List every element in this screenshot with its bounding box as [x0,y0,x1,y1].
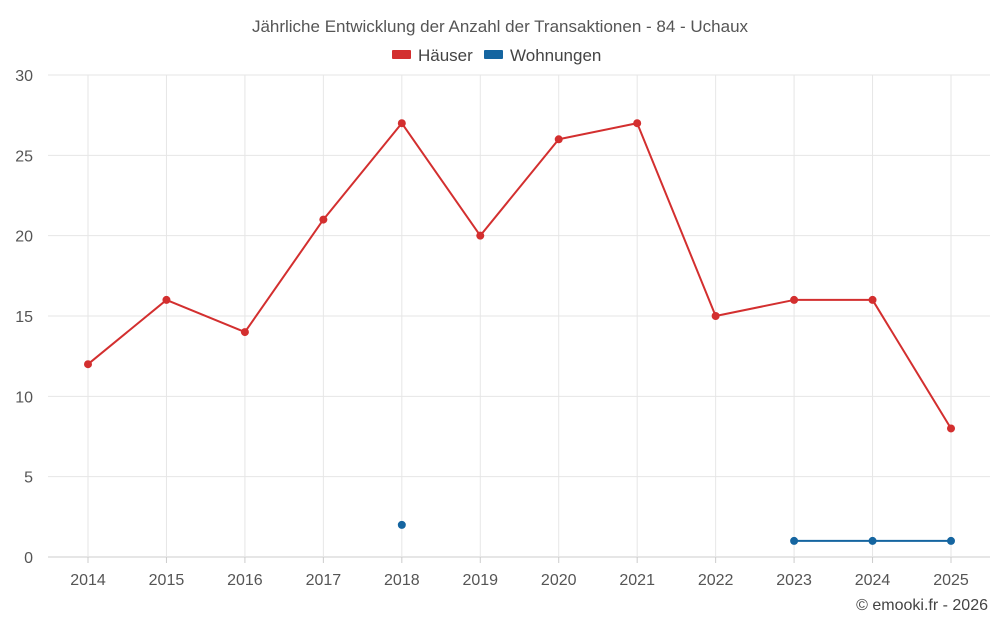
legend-label-hauser[interactable]: Häuser [418,46,473,65]
x-tick-label: 2024 [855,572,891,589]
data-point-wohnungen[interactable] [397,520,406,529]
x-tick-label: 2021 [619,572,655,589]
x-tick-label: 2015 [149,572,185,589]
legend-label-wohnungen[interactable]: Wohnungen [510,46,601,65]
data-point-hauser[interactable] [947,424,955,433]
y-tick-label: 20 [15,229,33,246]
x-tick-label: 2022 [698,572,734,589]
data-point-hauser[interactable] [240,328,249,337]
x-tick-label: 2025 [933,572,969,589]
x-tick-label: 2016 [227,572,263,589]
data-point-wohnungen[interactable] [868,536,877,545]
data-point-hauser[interactable] [711,312,720,320]
x-tick-label: 2023 [776,572,812,589]
x-tick-label: 2020 [541,572,577,589]
data-point-hauser[interactable] [790,295,799,304]
data-point-hauser[interactable] [868,295,877,304]
data-point-hauser[interactable] [162,295,171,304]
grid [48,74,990,558]
legend-swatch-wohnungen [484,50,503,59]
data-point-hauser[interactable] [397,119,406,128]
data-point-hauser[interactable] [633,119,642,128]
legend-swatch-hauser [392,50,411,59]
y-tick-label: 5 [24,470,33,487]
data-point-hauser[interactable] [84,360,92,369]
data-point-wohnungen[interactable] [790,536,799,545]
data-point-hauser[interactable] [554,135,563,144]
series-hauser [84,119,955,433]
legend: Häuser Wohnungen [392,46,601,65]
y-axis: 0 5 10 15 20 25 30 [15,68,33,567]
y-tick-label: 15 [15,309,33,326]
x-tick-label: 2019 [462,572,498,589]
data-point-hauser[interactable] [476,231,485,240]
y-tick-label: 30 [15,68,33,85]
y-tick-label: 10 [15,389,33,406]
credit: © emooki.fr - 2026 [856,597,988,614]
series [84,119,955,545]
x-tick-label: 2014 [70,572,106,589]
x-tick-label: 2017 [306,572,342,589]
x-tick-label: 2018 [384,572,420,589]
series-wohnungen [397,520,955,545]
series-line-hauser [87,122,952,429]
y-tick-label: 25 [15,148,33,165]
x-axis: 2014 2015 2016 2017 2018 2019 2020 2021 2022 2023… [70,557,969,589]
y-tick-label: 0 [24,550,33,567]
data-point-wohnungen[interactable] [947,536,955,545]
data-point-hauser[interactable] [319,215,328,224]
chart-title: Jährliche Entwicklung der Anzahl der Tra… [252,17,749,36]
